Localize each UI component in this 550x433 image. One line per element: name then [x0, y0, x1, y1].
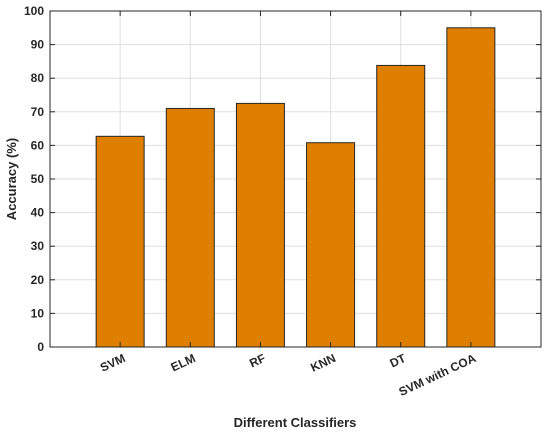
y-tick-label: 20: [31, 273, 45, 287]
x-tick-label: ELM: [169, 351, 198, 374]
y-tick-label: 40: [31, 206, 45, 220]
y-tick-label: 60: [31, 138, 45, 152]
x-tick-label: RF: [247, 351, 267, 370]
y-tick-label: 90: [31, 38, 45, 52]
y-tick-label: 30: [31, 239, 45, 253]
y-tick-label: 70: [31, 105, 45, 119]
x-tick-label: SVM with COA: [397, 351, 479, 399]
x-tick-label: SVM: [98, 351, 127, 375]
y-tick-label: 80: [31, 71, 45, 85]
bar: [306, 142, 356, 348]
bar: [446, 27, 496, 348]
bar: [376, 64, 426, 348]
y-axis-ticks: 0 10 20 30 40 50 60 70 80 90 100: [24, 4, 541, 354]
y-axis-title: Accuracy (%): [4, 138, 19, 220]
bar: [235, 102, 285, 348]
bar: [165, 107, 215, 348]
x-tick-label: KNN: [308, 351, 337, 375]
y-tick-label: 10: [31, 306, 45, 320]
x-tick-label: DT: [388, 351, 409, 371]
x-axis-title: Different Classifiers: [234, 415, 357, 430]
bar: [95, 135, 145, 348]
bars: [95, 27, 496, 348]
y-tick-label: 0: [37, 340, 44, 354]
y-tick-label: 100: [24, 4, 44, 18]
y-tick-label: 50: [31, 172, 45, 186]
